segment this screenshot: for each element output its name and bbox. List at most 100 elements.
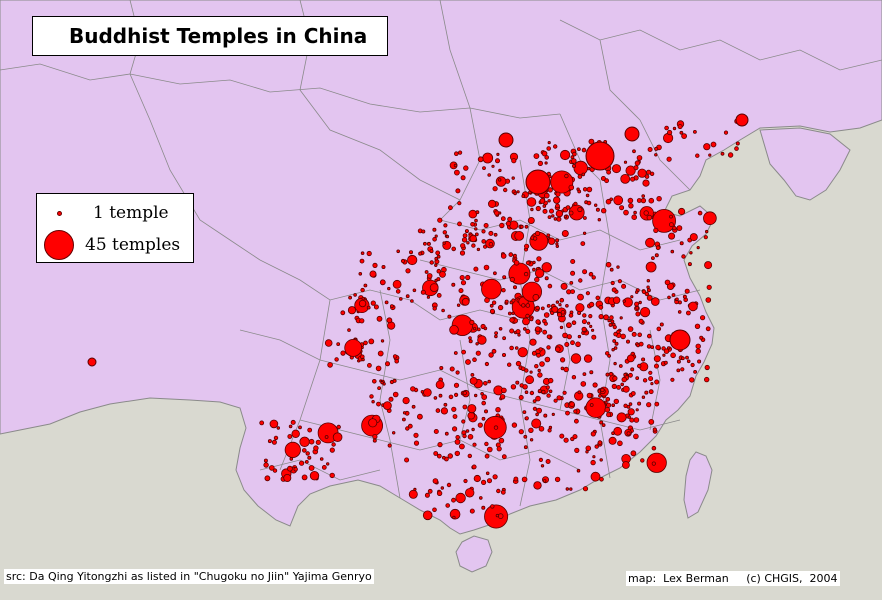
temple-marker [623, 209, 629, 216]
temple-marker [435, 408, 441, 413]
temple-marker [557, 312, 563, 318]
temple-marker [460, 175, 466, 181]
temple-marker [448, 394, 454, 400]
temple-marker [524, 416, 529, 421]
temple-marker [703, 143, 711, 151]
temple-marker [498, 168, 502, 173]
temple-marker [547, 237, 556, 245]
temple-marker [307, 455, 312, 460]
temple-marker [630, 295, 634, 299]
temple-marker [309, 471, 320, 481]
temple-marker [547, 283, 553, 289]
temple-marker [405, 268, 411, 274]
temple-marker [635, 311, 641, 317]
temple-marker [392, 378, 397, 383]
temple-marker [633, 210, 637, 215]
temple-marker [513, 259, 520, 266]
temple-marker [540, 464, 545, 468]
temple-marker [420, 289, 426, 295]
temple-marker [445, 234, 450, 239]
temple-marker [422, 510, 433, 521]
temple-marker [259, 420, 265, 426]
temple-marker [392, 431, 396, 435]
temple-marker [697, 359, 702, 364]
temple-marker [288, 424, 293, 429]
temple-marker [539, 361, 545, 367]
temple-marker [368, 338, 375, 345]
temple-marker [392, 279, 402, 289]
temple-marker [467, 433, 474, 440]
temple-marker [589, 324, 593, 328]
temple-marker [608, 436, 617, 445]
temple-marker [606, 169, 611, 175]
temple-marker [313, 445, 319, 451]
temple-marker [478, 496, 483, 500]
temple-marker [332, 432, 343, 443]
temple-marker [640, 458, 645, 463]
temple-marker [396, 249, 401, 254]
temple-marker [667, 295, 671, 300]
temple-marker [695, 343, 701, 349]
temple-marker [622, 299, 626, 303]
temple-marker [358, 299, 367, 308]
temple-marker [426, 241, 431, 246]
temple-marker [263, 458, 268, 463]
temple-marker [395, 289, 401, 294]
temple-marker [689, 251, 693, 255]
temple-marker [87, 357, 97, 367]
temple-marker [628, 203, 634, 209]
temple-marker [502, 275, 507, 280]
temple-marker [426, 273, 433, 279]
temple-marker [611, 287, 617, 293]
temple-marker [293, 467, 298, 472]
temple-marker [535, 205, 541, 212]
temple-marker [380, 380, 384, 385]
temple-marker [544, 155, 549, 160]
temple-marker [514, 346, 519, 350]
temple-marker [308, 465, 315, 471]
temple-marker [501, 352, 506, 357]
temple-marker [538, 457, 544, 462]
temple-marker [565, 410, 570, 416]
temple-marker [498, 437, 505, 444]
temple-marker [475, 350, 481, 356]
temple-marker [442, 230, 447, 235]
temple-marker [336, 342, 341, 347]
temple-marker [509, 317, 515, 323]
temple-marker [648, 389, 654, 395]
temple-marker [565, 487, 569, 491]
temple-marker [577, 390, 582, 395]
temple-marker [551, 412, 555, 416]
temple-marker [656, 195, 662, 202]
temple-marker [505, 220, 512, 227]
temple-marker [491, 348, 497, 354]
temple-marker [347, 328, 351, 332]
temple-marker [611, 403, 615, 408]
temple-marker [488, 230, 494, 236]
temple-marker [447, 314, 452, 319]
temple-marker [515, 360, 522, 367]
temple-marker [299, 436, 310, 448]
temple-marker [369, 270, 377, 278]
temple-marker [495, 407, 501, 413]
temple-marker [601, 207, 607, 214]
temple-marker [646, 214, 653, 221]
temple-marker [308, 438, 315, 445]
temple-marker [637, 401, 642, 406]
temple-marker [544, 276, 549, 281]
temple-marker [605, 372, 610, 377]
temple-marker [326, 462, 330, 466]
temple-marker [662, 353, 666, 357]
temple-marker [457, 221, 462, 227]
temple-marker [366, 250, 372, 257]
temple-marker [272, 468, 278, 473]
temple-marker [422, 241, 427, 246]
temple-marker [622, 461, 630, 469]
temple-marker [555, 242, 559, 246]
temple-marker [690, 362, 695, 368]
temple-marker [470, 222, 475, 227]
temple-marker [434, 263, 438, 267]
temple-marker [559, 149, 571, 161]
temple-marker [616, 412, 627, 423]
temple-marker [645, 261, 657, 273]
